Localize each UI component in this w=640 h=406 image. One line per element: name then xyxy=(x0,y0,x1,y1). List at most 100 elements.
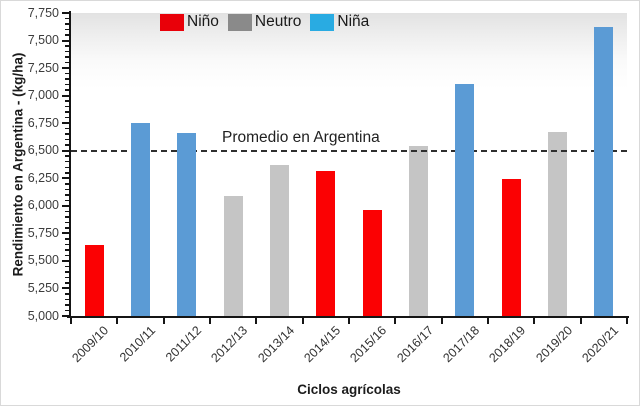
y-axis-minor-tick xyxy=(65,254,69,257)
bar-2016-17 xyxy=(409,145,428,316)
legend-swatch-nina xyxy=(310,13,335,31)
bar-2015-16 xyxy=(362,210,382,316)
y-axis-minor-tick xyxy=(65,298,69,301)
y-axis-line xyxy=(69,11,71,318)
reference-line-label: Promedio en Argentina xyxy=(222,129,380,146)
y-axis-minor-tick xyxy=(65,34,69,36)
y-axis-tick-label: 7,000 xyxy=(27,88,59,103)
y-axis-minor-tick xyxy=(65,17,69,20)
y-axis-minor-tick xyxy=(65,45,69,47)
y-axis-minor-tick xyxy=(65,194,69,196)
legend-label-neutro: Neutro xyxy=(254,13,302,30)
legend-swatch-nino xyxy=(160,13,184,31)
y-axis-major-tick xyxy=(62,315,69,317)
y-axis-major-tick xyxy=(62,67,69,70)
y-axis-tick-label: 7,500 xyxy=(27,33,59,48)
x-axis-title: Ciclos agrícolas xyxy=(297,382,401,397)
y-axis-minor-tick xyxy=(65,138,69,141)
y-axis-minor-tick xyxy=(65,23,69,25)
y-axis-minor-tick xyxy=(65,116,69,119)
y-axis-title: Rendimiento en Argentina - (kg/ha) xyxy=(10,52,26,277)
y-axis-minor-tick xyxy=(65,111,69,113)
x-axis-tick xyxy=(162,318,165,324)
x-axis-tick xyxy=(487,318,489,324)
bar-2018-19 xyxy=(501,178,521,316)
x-axis-tick xyxy=(440,318,443,324)
y-axis-tick-label: 5,000 xyxy=(27,308,59,323)
y-axis-minor-tick xyxy=(65,100,69,102)
x-axis-line xyxy=(67,316,629,318)
y-axis-tick-label: 5,250 xyxy=(27,280,59,295)
y-axis-minor-tick xyxy=(65,56,69,58)
y-axis-tick-label: 6,250 xyxy=(27,170,59,185)
y-axis-minor-tick xyxy=(65,238,69,240)
y-axis-minor-tick xyxy=(65,304,69,306)
y-axis-minor-tick xyxy=(65,249,69,251)
y-axis-tick-label: 5,750 xyxy=(27,225,59,240)
y-axis-tick-label: 6,000 xyxy=(27,198,59,213)
y-axis-minor-tick xyxy=(65,243,69,246)
plot-area xyxy=(71,13,627,316)
y-axis-tick-label: 5,500 xyxy=(27,253,59,268)
y-axis-minor-tick xyxy=(65,309,69,312)
y-axis-minor-tick xyxy=(65,265,69,268)
bar-2009-10 xyxy=(84,245,104,316)
x-axis-tick xyxy=(301,318,304,324)
y-axis-minor-tick xyxy=(65,188,69,191)
bar-2011-12 xyxy=(177,133,197,316)
legend-item-neutro: Neutro xyxy=(227,13,302,31)
y-axis-minor-tick xyxy=(65,28,69,31)
y-axis-major-tick xyxy=(62,204,69,207)
y-axis-minor-tick xyxy=(65,166,69,168)
y-axis-minor-tick xyxy=(65,172,69,174)
y-axis-minor-tick xyxy=(65,293,69,295)
y-axis-minor-tick xyxy=(65,155,69,157)
bar-2013-14 xyxy=(270,165,289,316)
y-axis-major-tick xyxy=(62,122,69,125)
x-axis-tick xyxy=(116,318,119,324)
x-axis-tick xyxy=(348,318,350,324)
x-axis-tick xyxy=(255,318,258,324)
y-axis-major-tick xyxy=(62,12,69,14)
bar-2010-11 xyxy=(131,123,150,316)
y-axis-minor-tick xyxy=(65,72,69,75)
x-axis-tick xyxy=(579,318,582,324)
y-axis-minor-tick xyxy=(65,127,69,130)
y-axis-minor-tick xyxy=(65,216,69,218)
y-axis-minor-tick xyxy=(65,183,69,185)
y-axis-minor-tick xyxy=(65,105,69,108)
y-axis-major-tick xyxy=(62,94,69,97)
reference-line xyxy=(71,149,627,152)
x-axis-tick xyxy=(626,318,628,324)
y-axis-tick-label: 6,500 xyxy=(27,143,59,158)
y-axis-minor-tick xyxy=(65,160,69,163)
legend-swatch-neutro xyxy=(227,13,252,31)
y-axis-tick-label: 7,750 xyxy=(27,5,59,20)
x-axis-tick xyxy=(209,318,211,324)
y-axis-minor-tick xyxy=(65,227,69,229)
y-axis-tick-label: 7,250 xyxy=(27,60,59,75)
y-axis-minor-tick xyxy=(65,50,69,53)
y-axis-major-tick xyxy=(62,259,69,262)
legend-label-nina: Niña xyxy=(337,13,370,30)
y-axis-minor-tick xyxy=(65,271,69,273)
x-axis-tick xyxy=(533,318,536,324)
y-axis-tick-label: 6,750 xyxy=(27,115,59,130)
x-axis-tick xyxy=(394,318,397,324)
bar-2019-20 xyxy=(548,131,567,316)
y-axis-major-tick xyxy=(62,232,69,235)
y-axis-minor-tick xyxy=(65,276,69,279)
y-axis-minor-tick xyxy=(65,199,69,202)
y-axis-major-tick xyxy=(62,39,69,42)
legend: Niño Neutro Niña xyxy=(160,9,369,35)
legend-label-nino: Niño xyxy=(187,13,219,30)
y-axis-minor-tick xyxy=(65,282,69,284)
y-axis-minor-tick xyxy=(65,83,69,86)
y-axis-minor-tick xyxy=(65,144,69,146)
y-axis-minor-tick xyxy=(65,61,69,64)
x-axis-tick xyxy=(70,318,72,324)
legend-item-nino: Niño xyxy=(160,13,219,31)
y-axis-minor-tick xyxy=(65,133,69,135)
bar-2017-18 xyxy=(455,83,475,316)
